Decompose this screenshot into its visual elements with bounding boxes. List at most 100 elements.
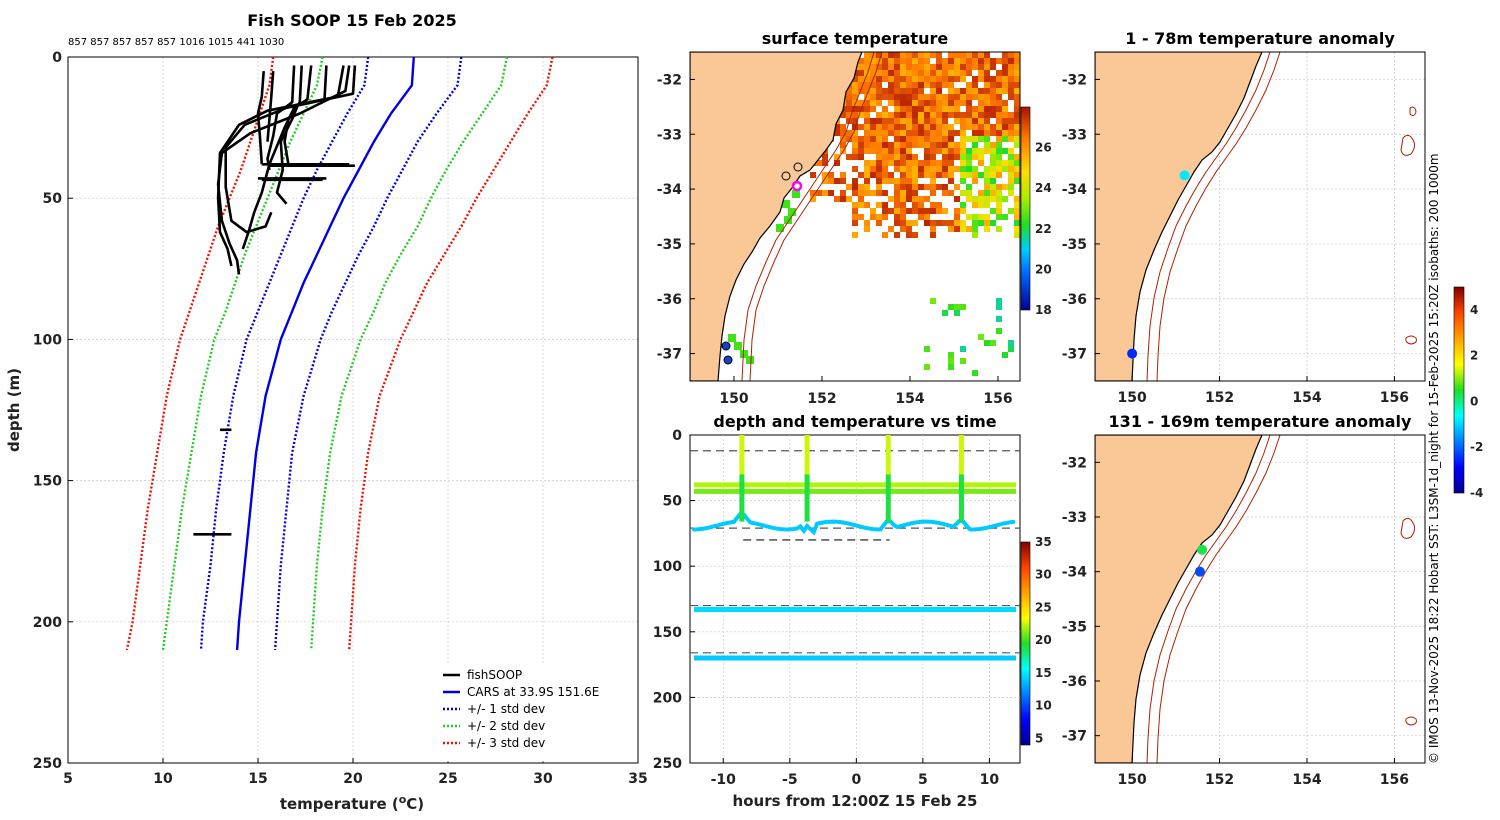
sst-colorbar-label: 18 xyxy=(1035,303,1052,317)
sst-cell xyxy=(912,166,918,172)
sst-cell xyxy=(894,94,900,100)
anomaly-x-tick-label: 152 xyxy=(1205,390,1234,406)
sst-cell xyxy=(1008,184,1014,190)
seamount-contour xyxy=(1409,106,1417,117)
sst-cell xyxy=(996,112,1002,118)
sst-cell xyxy=(864,118,870,124)
sst-cell xyxy=(966,82,972,88)
sst-cell xyxy=(876,202,882,208)
anomaly-x-tick-label: 156 xyxy=(1380,390,1409,406)
sst-cell xyxy=(990,190,996,196)
sst-cell xyxy=(852,148,858,154)
sst-cell xyxy=(858,76,864,82)
sst-cell xyxy=(876,172,882,178)
sst-cell xyxy=(1008,148,1014,154)
sst-cell xyxy=(954,100,960,106)
anomaly-deep-frame xyxy=(1094,434,1426,764)
sst-cell xyxy=(990,100,996,106)
sst-cell xyxy=(942,184,948,190)
sst-cell xyxy=(972,88,978,94)
sst-station-marker xyxy=(781,171,791,181)
sst-cell xyxy=(936,136,942,142)
time-y-tick-label: 50 xyxy=(663,494,683,510)
anomaly-deep-content xyxy=(1095,435,1417,763)
time-colorbar-label: 5 xyxy=(1035,731,1043,745)
sst-cell xyxy=(990,340,996,346)
sst-cell xyxy=(936,118,942,124)
sst-cell xyxy=(966,94,972,100)
sst-cell xyxy=(900,100,906,106)
fish-profile-line xyxy=(224,65,357,234)
sst-cell xyxy=(906,70,912,76)
sst-cell xyxy=(828,178,834,184)
sst-cell xyxy=(918,136,924,142)
sst-cell xyxy=(936,148,942,154)
sst-cell xyxy=(930,220,936,226)
sst-station-marker xyxy=(793,162,803,172)
sst-cell xyxy=(924,112,930,118)
sst-cell xyxy=(990,64,996,70)
sst-cell xyxy=(1002,148,1008,154)
sst-cell xyxy=(876,94,882,100)
sst-cell xyxy=(816,160,822,166)
sst-cell xyxy=(840,130,846,136)
sst-cell xyxy=(882,232,888,238)
sst-cell xyxy=(942,106,948,112)
sst-cell xyxy=(846,196,852,202)
sst-cell xyxy=(894,178,900,184)
sst-cell xyxy=(996,136,1002,142)
legend-std3: +/- 3 std dev xyxy=(467,736,545,750)
sst-cell xyxy=(996,106,1002,112)
sst-cell xyxy=(954,220,960,226)
profile-x-tick-label: 35 xyxy=(628,771,647,787)
sst-cell xyxy=(954,196,960,202)
sst-cell xyxy=(966,190,972,196)
sst-cell xyxy=(972,52,978,58)
sst-cell xyxy=(948,172,954,178)
sst-cell xyxy=(894,130,900,136)
sst-cell xyxy=(864,160,870,166)
sst-cell xyxy=(972,118,978,124)
time-series-grid xyxy=(690,435,1020,763)
sst-cell xyxy=(948,142,954,148)
sst-cell xyxy=(972,112,978,118)
sst-cell xyxy=(906,178,912,184)
sst-cell xyxy=(784,216,792,224)
sst-cell xyxy=(888,76,894,82)
sst-cell xyxy=(900,190,906,196)
sst-cell xyxy=(942,166,948,172)
anomaly-colorbar-ticks: 4 2 0 -2 -4 xyxy=(1470,303,1483,500)
sst-cell xyxy=(930,178,936,184)
sst-cell xyxy=(876,148,882,154)
time-y-tick-label: 250 xyxy=(653,756,682,772)
sst-cell xyxy=(996,316,1002,322)
sst-cell xyxy=(960,346,966,352)
sst-cell xyxy=(882,154,888,160)
sst-cell xyxy=(840,190,846,196)
sst-cell xyxy=(900,58,906,64)
sst-colorbar-label: 20 xyxy=(1035,262,1052,276)
sst-cell xyxy=(948,82,954,88)
sst-cell xyxy=(942,58,948,64)
sst-cell xyxy=(996,130,1002,136)
sst-cell xyxy=(966,160,972,166)
sst-cell xyxy=(894,208,900,214)
sst-cell xyxy=(882,70,888,76)
sst-cell xyxy=(900,226,906,232)
sst-cell xyxy=(882,178,888,184)
sst-cell xyxy=(930,226,936,232)
sst-cell xyxy=(876,184,882,190)
sst-cell xyxy=(942,148,948,154)
sst-cell xyxy=(900,64,906,70)
sst-cell xyxy=(906,88,912,94)
sst-cell xyxy=(966,214,972,220)
sst-cell xyxy=(960,118,966,124)
sst-cell xyxy=(1014,100,1020,106)
sst-cell xyxy=(996,184,1002,190)
sst-cell xyxy=(918,106,924,112)
time-colorbar-label: 20 xyxy=(1035,633,1052,647)
sst-cell xyxy=(954,310,960,316)
sst-cell xyxy=(996,298,1002,304)
sst-cell xyxy=(852,208,858,214)
anomaly-y-tick-label: -34 xyxy=(1062,565,1088,581)
